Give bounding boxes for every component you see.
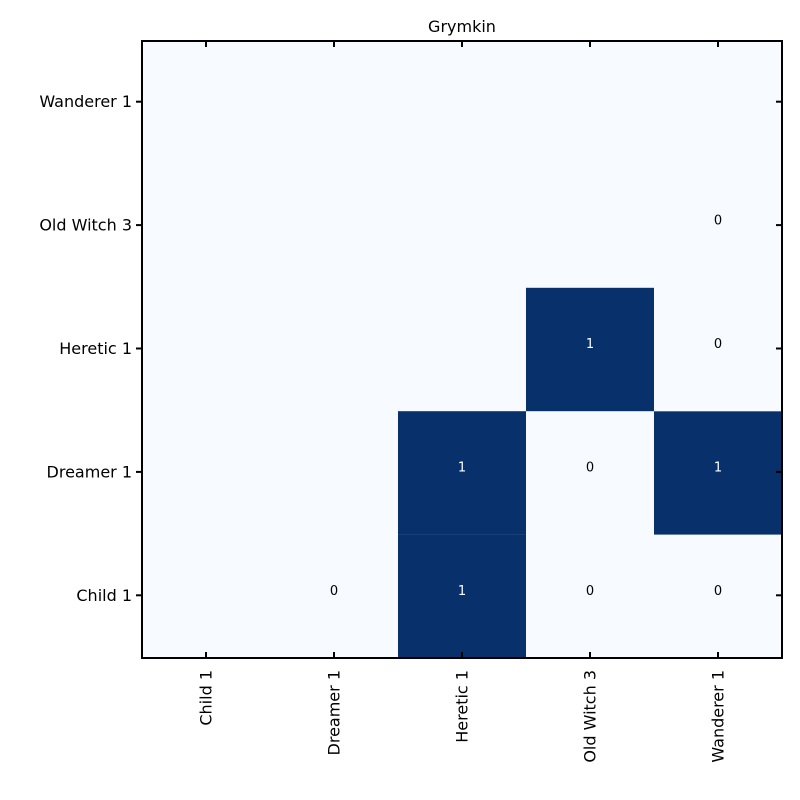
heatmap-cell (526, 534, 654, 658)
y-axis: Child 1 Dreamer 1 Heretic 1 Old Witch 3 Wand… (39, 92, 782, 605)
heatmap-cell (654, 287, 782, 412)
y-tick-label: Heretic 1 (59, 339, 132, 358)
cell-value-label: 0 (714, 214, 722, 229)
x-tick-label: Heretic 1 (453, 670, 472, 743)
heatmap-cell (398, 411, 526, 535)
heatmap-cell (398, 534, 526, 658)
y-tick-label: Child 1 (76, 586, 132, 605)
cell-value-label: 0 (714, 337, 722, 352)
y-tick-label: Old Witch 3 (39, 216, 132, 235)
cell-labels-layer: 0 1 0 0 1 0 1 1 0 0 (330, 214, 722, 599)
heatmap-cell (526, 287, 654, 412)
heatmap-cell (270, 534, 398, 658)
cell-value-label: 0 (586, 584, 594, 599)
y-tick-label: Wanderer 1 (39, 92, 132, 111)
x-tick-label: Wanderer 1 (709, 670, 728, 763)
x-tick-label: Child 1 (197, 670, 216, 726)
x-tick-label: Old Witch 3 (581, 670, 600, 763)
cell-value-label: 1 (458, 460, 466, 475)
heatmap-cell (654, 164, 782, 288)
cell-value-label: 1 (714, 460, 722, 475)
x-axis: Child 1 Dreamer 1 Heretic 1 Old Witch 3 Wand… (197, 41, 728, 763)
heatmap-cell (654, 534, 782, 658)
heatmap-cell (526, 411, 654, 535)
y-tick-label: Dreamer 1 (47, 462, 132, 481)
cell-value-label: 1 (586, 337, 594, 352)
cell-value-label: 0 (714, 584, 722, 599)
cell-value-label: 0 (330, 584, 338, 599)
chart-title: Grymkin (428, 17, 496, 36)
cells-layer (270, 164, 782, 658)
heatmap-cell (654, 411, 782, 535)
x-tick-label: Dreamer 1 (325, 670, 344, 755)
cell-value-label: 0 (586, 460, 594, 475)
cell-value-label: 1 (458, 584, 466, 599)
